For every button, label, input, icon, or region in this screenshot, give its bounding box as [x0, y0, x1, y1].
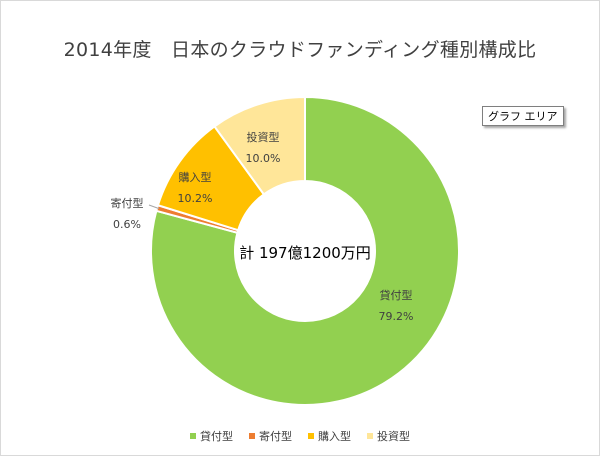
chart-title: 2014年度 日本のクラウドファンディング種別構成比 — [63, 39, 537, 61]
slice-value-label: 79.2% — [379, 310, 414, 323]
legend-swatch — [308, 433, 314, 439]
slice-value-label: 10.0% — [246, 152, 281, 165]
center-total-label: 計 197億1200万円 — [239, 244, 371, 262]
legend-label: 購入型 — [318, 430, 351, 443]
legend-label: 投資型 — [377, 430, 410, 443]
chart-area-tooltip: グラフ エリア — [482, 106, 564, 126]
slice-category-label: 寄付型 — [111, 196, 144, 210]
slice-value-label: 0.6% — [113, 218, 141, 231]
leader-line — [148, 204, 160, 210]
legend-item[interactable]: 購入型 — [308, 428, 351, 444]
legend-item[interactable]: 投資型 — [367, 428, 410, 444]
slice-1[interactable] — [150, 95, 460, 406]
legend-item[interactable]: 寄付型 — [249, 428, 292, 444]
legend-swatch — [190, 433, 196, 439]
slice-value-label: 10.2% — [178, 192, 213, 205]
slice-category-label: 投資型 — [247, 130, 280, 144]
legend: 貸付型 寄付型 購入型 投資型 — [1, 428, 599, 444]
legend-item[interactable]: 貸付型 — [190, 428, 233, 444]
legend-label: 寄付型 — [259, 430, 292, 443]
slice-category-label: 購入型 — [179, 170, 212, 184]
slice-4[interactable] — [213, 95, 306, 196]
legend-label: 貸付型 — [200, 430, 233, 443]
legend-swatch — [367, 433, 373, 439]
slice-category-label: 貸付型 — [380, 288, 413, 302]
legend-swatch — [249, 433, 255, 439]
